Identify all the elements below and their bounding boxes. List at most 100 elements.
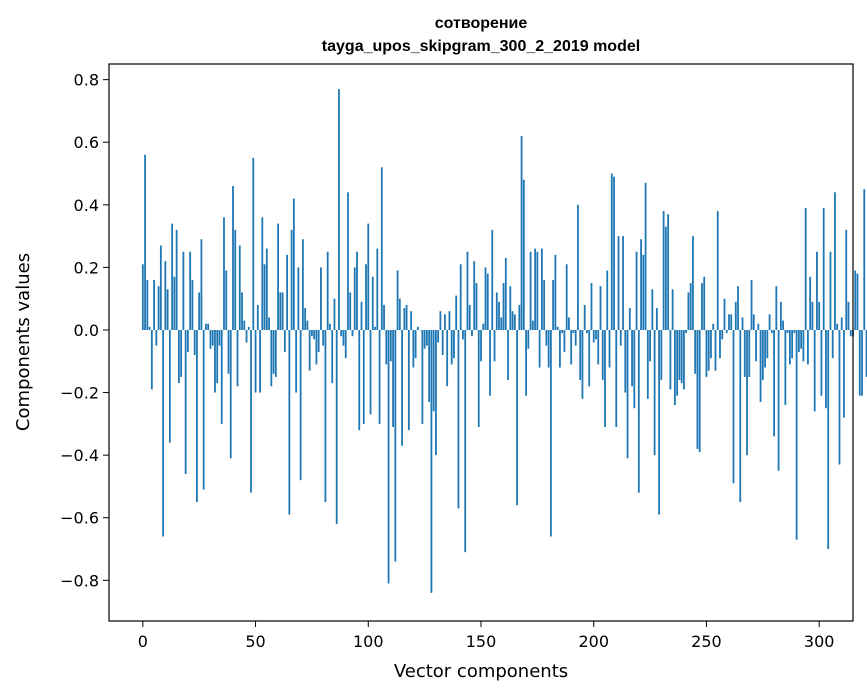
bar [734,301,737,330]
bar [854,270,857,330]
bar [166,289,169,330]
bar [694,329,697,374]
bar [766,329,769,359]
bar [604,329,606,427]
bar [223,217,225,330]
bar [861,329,863,396]
bar [468,304,471,330]
y-tick-label: 0.0 [74,321,99,340]
bar [193,329,196,356]
bar [189,251,192,330]
bar [261,217,264,330]
bar [642,254,645,330]
bar [838,329,841,465]
bar [306,320,309,330]
bar [225,270,228,330]
bar [320,267,322,330]
bar [141,264,144,330]
bar [360,301,363,330]
bar [347,192,349,330]
bar [491,229,494,330]
bar [324,329,327,503]
bar [387,329,390,584]
bar [493,329,496,362]
bar [281,292,284,330]
bar [198,292,201,330]
bar [531,320,534,330]
bar [696,329,699,449]
bar [349,292,352,330]
bar [750,279,753,330]
bar [277,223,279,330]
bar [816,251,818,330]
bar [236,329,239,387]
bar [283,329,286,352]
bar [168,329,171,443]
bar [441,329,444,356]
bar [164,261,167,330]
bar [220,329,223,424]
bar [788,329,791,365]
bar [678,329,681,381]
x-tick-label: 100 [353,632,384,651]
bar [259,329,261,393]
bar [155,329,158,346]
bar [340,329,343,337]
bar [547,329,550,368]
bar [209,329,212,349]
bar [437,329,440,343]
bar [777,329,780,471]
bar [579,329,582,381]
bar [655,308,658,330]
bar [653,329,656,456]
bar [549,329,552,537]
bar [144,154,146,330]
bar [396,270,399,330]
bar [802,329,805,362]
bar [444,314,446,330]
bar [865,329,867,377]
bar [464,329,467,553]
bar [687,292,690,330]
bar [599,286,602,330]
bar [728,314,730,330]
bar [374,326,376,330]
y-tick-label: −0.4 [60,446,99,465]
bar [362,329,365,424]
bar [610,173,613,330]
bar [157,286,160,330]
bar [430,329,433,593]
bar [308,329,311,371]
bar [471,329,473,337]
bar [392,329,394,427]
bar [847,301,850,330]
bar [590,283,593,330]
bar [432,329,435,412]
bar [588,329,591,387]
bar [723,298,726,330]
bar [477,329,480,427]
bar [534,248,537,330]
bar [667,214,670,330]
bar [326,251,329,330]
bar [486,273,489,330]
bar [148,326,151,330]
bar [247,326,250,330]
bar [245,329,248,343]
bar [329,323,331,330]
y-tick-label: 0.4 [74,196,99,215]
bar [159,245,162,330]
bar [407,329,410,431]
bar [416,326,419,330]
y-tick-label: −0.6 [60,509,99,528]
bar [187,329,189,352]
bar [552,279,555,330]
bar [446,329,449,387]
bar [243,320,246,330]
bar [791,329,794,359]
bar [205,323,207,330]
bar [484,267,487,330]
bar [482,323,485,330]
bar [299,329,302,481]
